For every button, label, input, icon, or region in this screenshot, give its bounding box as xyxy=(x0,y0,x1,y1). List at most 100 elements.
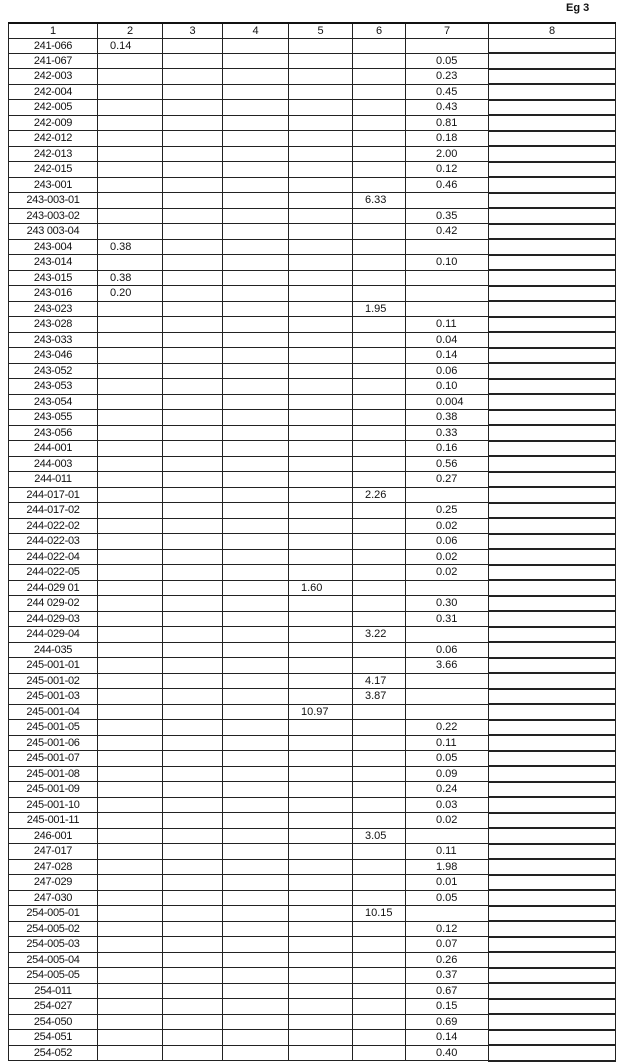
value-cell-col6 xyxy=(352,564,406,581)
value-cell-col8 xyxy=(488,703,616,721)
value-cell-col6 xyxy=(352,703,406,720)
value-cell-col4 xyxy=(222,362,289,379)
row-id-cell: 243-028 xyxy=(8,316,98,333)
value-cell-col7: 0.16 xyxy=(405,440,489,457)
table-row: 243-046 0.14 xyxy=(8,347,616,364)
row-id-cell: 244-022-03 xyxy=(8,533,98,550)
value-cell-col5 xyxy=(288,114,353,131)
value-cell-col6 xyxy=(352,424,406,441)
value-cell-col6 xyxy=(352,114,406,131)
table-row: 242-013 2.00 xyxy=(8,145,616,163)
value-cell-col4 xyxy=(222,378,289,395)
table-row: 243-016 0.20 xyxy=(8,285,616,302)
value-cell-col6 xyxy=(352,269,406,286)
row-id-cell: 243-046 xyxy=(8,347,98,364)
value-cell-col3 xyxy=(162,533,223,550)
value-cell-col2 xyxy=(97,393,163,410)
value-cell-col2 xyxy=(97,843,163,860)
value-cell-col7: 0.67 xyxy=(405,982,489,999)
value-cell-col7: 0.12 xyxy=(405,161,489,178)
table-row: 247-029 0.01 xyxy=(8,874,616,891)
row-id-cell: 254-051 xyxy=(8,1029,98,1046)
row-id-cell: 243-014 xyxy=(8,254,98,271)
value-cell-col4 xyxy=(222,982,289,999)
value-cell-col6 xyxy=(352,595,406,612)
table-row: 245-001-03 3.87 xyxy=(8,688,616,705)
value-cell-col6 xyxy=(352,316,406,333)
table-row: 243-028 0.11 xyxy=(8,316,616,333)
value-cell-col5 xyxy=(288,223,353,240)
table-row: 241-066 0.14 xyxy=(8,37,616,54)
table-row: 247-030 0.05 xyxy=(8,889,616,907)
value-cell-col5 xyxy=(288,889,353,906)
value-cell-col8 xyxy=(488,176,616,194)
value-cell-col7: 0.22 xyxy=(405,719,489,736)
value-cell-col6 xyxy=(352,765,406,782)
value-cell-col6 xyxy=(352,378,406,395)
table-row: 245-001-06 0.11 xyxy=(8,734,616,752)
value-cell-col3 xyxy=(162,52,223,69)
value-cell-col5 xyxy=(288,920,353,937)
table-row: 245-001-09 0.24 xyxy=(8,781,616,798)
row-id-cell: 244-017-01 xyxy=(8,486,98,503)
value-cell-col7: 0.37 xyxy=(405,967,489,984)
value-cell-col5 xyxy=(288,595,353,612)
value-cell-col3 xyxy=(162,83,223,100)
value-cell-col5 xyxy=(288,409,353,426)
value-cell-col6 xyxy=(352,471,406,488)
value-cell-col5 xyxy=(288,827,353,844)
value-cell-col5 xyxy=(288,331,353,348)
table-row: 242-012 0.18 xyxy=(8,130,616,147)
value-cell-col5 xyxy=(288,672,353,689)
value-cell-col5 xyxy=(288,378,353,395)
value-cell-col5 xyxy=(288,238,353,255)
value-cell-col2 xyxy=(97,595,163,612)
value-cell-col8 xyxy=(488,440,616,457)
row-id-cell: 244-029-04 xyxy=(8,626,98,643)
row-id-cell: 242-012 xyxy=(8,130,98,147)
value-cell-col2 xyxy=(97,471,163,488)
column-header-1: 1 xyxy=(8,22,98,39)
value-cell-col5 xyxy=(288,37,353,54)
value-cell-col3 xyxy=(162,145,223,162)
table-row: 245-001-05 0.22 xyxy=(8,719,616,736)
value-cell-col8 xyxy=(488,331,616,349)
value-cell-col7 xyxy=(405,238,489,255)
value-cell-col7: 0.06 xyxy=(405,362,489,379)
value-cell-col4 xyxy=(222,130,289,147)
value-cell-col6 xyxy=(352,238,406,255)
value-cell-col6 xyxy=(352,812,406,829)
value-cell-col5 xyxy=(288,967,353,984)
value-cell-col5 xyxy=(288,688,353,705)
value-cell-col2 xyxy=(97,719,163,736)
value-cell-col2: 0.38 xyxy=(97,238,163,255)
value-cell-col7: 0.05 xyxy=(405,889,489,906)
value-cell-col6 xyxy=(352,161,406,178)
table-row: 242-015 0.12 xyxy=(8,161,616,178)
value-cell-col6: 3.22 xyxy=(352,626,406,643)
value-cell-col7: 0.26 xyxy=(405,951,489,968)
value-cell-col3 xyxy=(162,765,223,782)
value-cell-col5 xyxy=(288,161,353,178)
row-id-cell: 245-001-03 xyxy=(8,688,98,705)
value-cell-col5 xyxy=(288,982,353,999)
value-cell-col2 xyxy=(97,68,163,85)
table-row: 244-029-04 3.22 xyxy=(8,626,616,643)
value-cell-col2 xyxy=(97,703,163,720)
value-cell-col3 xyxy=(162,99,223,116)
value-cell-col6 xyxy=(352,52,406,69)
value-cell-col4 xyxy=(222,99,289,116)
value-cell-col8 xyxy=(488,347,616,364)
value-cell-col4 xyxy=(222,595,289,612)
value-cell-col8 xyxy=(488,626,616,643)
value-cell-col7: 0.12 xyxy=(405,920,489,937)
table-row: 254-005-02 0.12 xyxy=(8,920,616,938)
table-row: 254-005-04 0.26 xyxy=(8,951,616,969)
value-cell-col8 xyxy=(488,812,616,829)
value-cell-col6: 3.05 xyxy=(352,827,406,844)
value-cell-col3 xyxy=(162,285,223,302)
value-cell-col4 xyxy=(222,750,289,767)
row-id-cell: 243-003-02 xyxy=(8,207,98,224)
row-id-cell: 243-054 xyxy=(8,393,98,410)
value-cell-col6 xyxy=(352,734,406,751)
